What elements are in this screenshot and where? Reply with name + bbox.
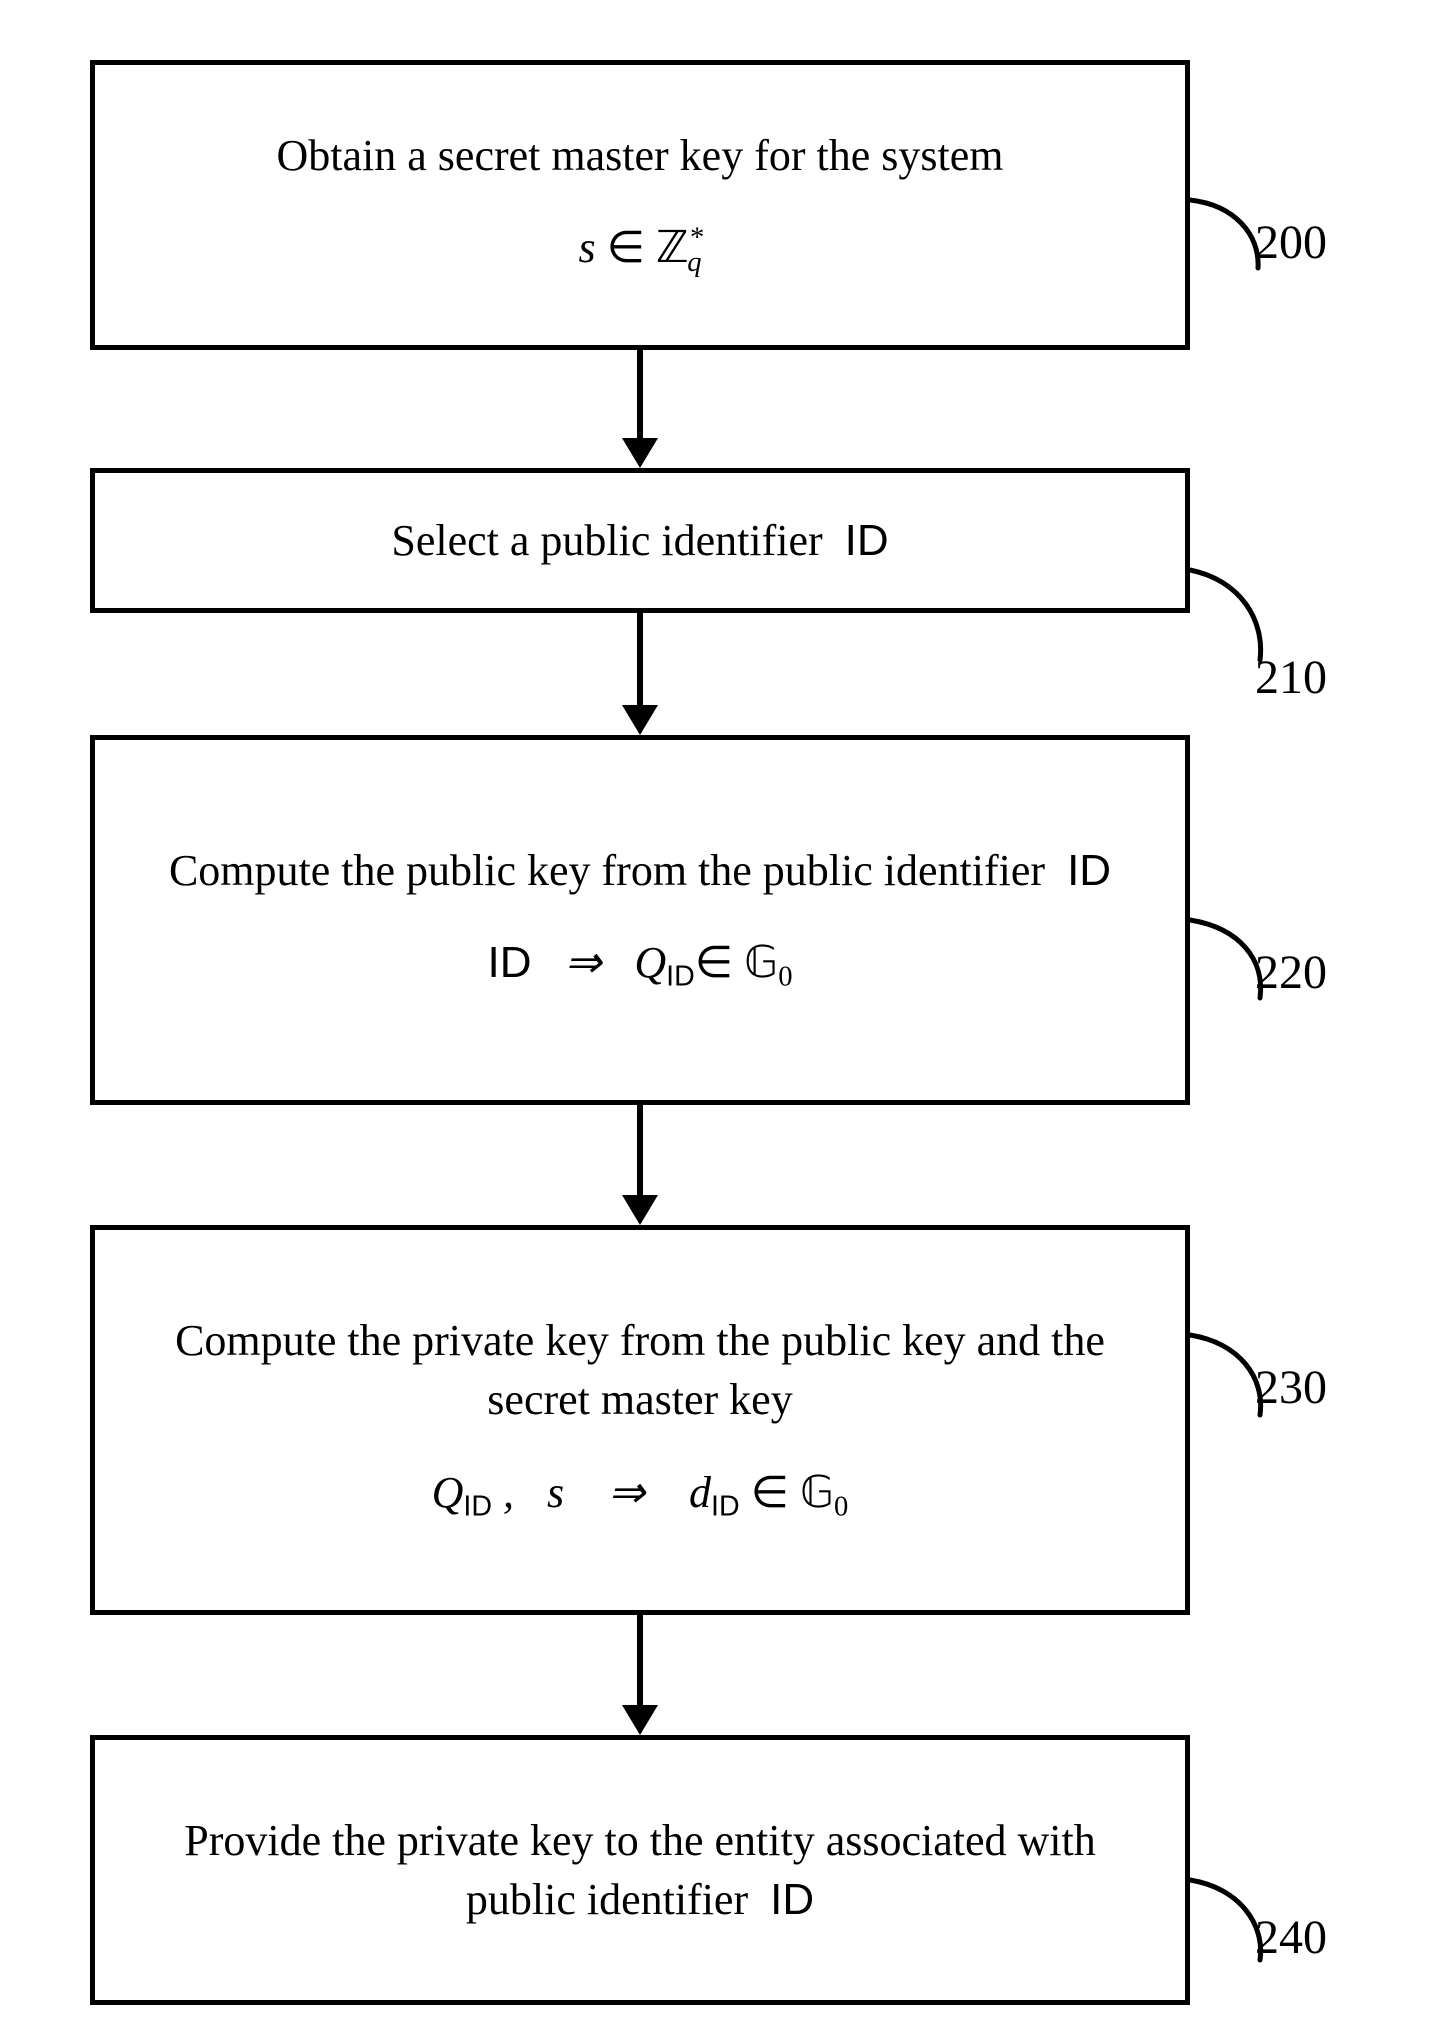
arrow-n220-n230 — [622, 1105, 658, 1225]
node-text: Compute the public key from the public i… — [135, 841, 1145, 900]
node-ref-210: 210 — [1255, 650, 1327, 705]
flow-node-200: Obtain a secret master key for the syste… — [90, 60, 1190, 350]
arrow-n210-n220 — [622, 613, 658, 735]
node-math: ID ⇒ QID∈ 𝔾0 — [135, 930, 1145, 999]
node-ref-240: 240 — [1255, 1910, 1327, 1965]
node-ref-200: 200 — [1255, 215, 1327, 270]
node-math: QID , s ⇒ dID ∈ 𝔾0 — [135, 1460, 1145, 1529]
flow-node-240: Provide the private key to the entity as… — [90, 1735, 1190, 2005]
arrow-n230-n240 — [622, 1615, 658, 1735]
flow-node-210: Select a public identifier ID — [90, 468, 1190, 613]
arrow-n200-n210 — [622, 350, 658, 468]
node-text: Select a public identifier ID — [135, 511, 1145, 570]
flow-node-230: Compute the private key from the public … — [90, 1225, 1190, 1615]
flow-node-220: Compute the public key from the public i… — [90, 735, 1190, 1105]
node-math: s ∈ ℤ*q — [135, 215, 1145, 284]
node-text: Compute the private key from the public … — [135, 1311, 1145, 1430]
node-text: Obtain a secret master key for the syste… — [135, 126, 1145, 185]
node-ref-230: 230 — [1255, 1360, 1327, 1415]
node-ref-220: 220 — [1255, 945, 1327, 1000]
node-text: Provide the private key to the entity as… — [135, 1811, 1145, 1930]
